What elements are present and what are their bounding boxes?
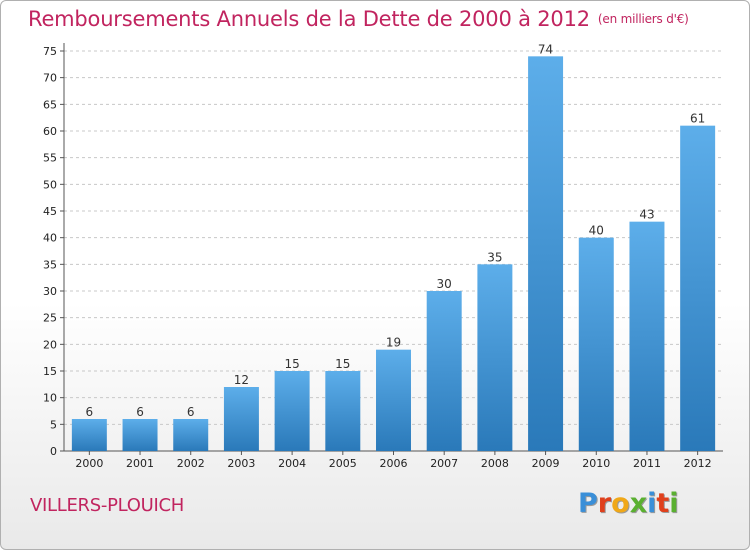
logo-letter: x — [629, 488, 648, 519]
bar-2006 — [376, 349, 411, 451]
bar-2003 — [223, 387, 259, 451]
y-tick-label: 60 — [43, 125, 57, 138]
value-label: 43 — [639, 208, 654, 222]
value-label: 61 — [690, 112, 705, 126]
value-label: 35 — [487, 250, 502, 264]
value-label: 6 — [187, 405, 195, 419]
proxiti-logo: Proxiti — [578, 488, 679, 519]
bars — [71, 56, 716, 452]
value-label: 15 — [335, 357, 350, 371]
chart-title-text: Remboursements Annuels de la Dette de 20… — [28, 7, 590, 31]
x-tick-label: 2000 — [75, 457, 103, 470]
x-tick-label: 2007 — [430, 457, 458, 470]
y-tick-label: 45 — [43, 205, 57, 218]
bar-2008 — [477, 264, 513, 451]
y-tick-label: 65 — [43, 98, 57, 111]
logo-letter: P — [578, 488, 598, 519]
bar-2010 — [578, 237, 614, 451]
x-tick-label: 2001 — [126, 457, 154, 470]
bar-2005 — [325, 371, 361, 451]
y-tick-label: 70 — [43, 72, 57, 85]
x-tick-label: 2004 — [278, 457, 306, 470]
y-tick-label: 10 — [43, 392, 57, 405]
bar-2004 — [274, 371, 310, 451]
labels: 6 2000 6 2001 6 2002 12 2003 15 2004 15 2005 19 2006 3… — [75, 42, 711, 470]
bar-2012 — [680, 125, 716, 452]
value-label: 40 — [589, 224, 604, 238]
x-tick-label: 2008 — [481, 457, 509, 470]
value-label: 12 — [234, 373, 249, 387]
y-tick-label: 30 — [43, 285, 57, 298]
bar-2001 — [122, 419, 158, 451]
x-tick-label: 2003 — [227, 457, 255, 470]
y-tick-label: 25 — [43, 312, 57, 325]
logo-letter: t — [656, 488, 670, 519]
bar-2011 — [629, 221, 665, 451]
logo-letter: r — [597, 488, 612, 519]
value-label: 30 — [437, 277, 452, 291]
grid-lines — [64, 50, 723, 425]
x-tick-label: 2009 — [532, 457, 560, 470]
value-label: 6 — [136, 405, 144, 419]
axes: 0 5 10 15 20 25 30 35 40 45 50 55 60 65 70 75 — [43, 43, 723, 458]
unit-note: (en milliers d'€) — [597, 12, 689, 26]
y-tick-label: 50 — [43, 178, 57, 191]
value-label: 19 — [386, 336, 401, 350]
value-label: 74 — [538, 42, 553, 56]
x-tick-label: 2002 — [177, 457, 205, 470]
value-label: 6 — [86, 405, 94, 419]
bar-2002 — [173, 419, 209, 451]
y-tick-label: 40 — [43, 232, 57, 245]
y-tick-label: 5 — [50, 418, 57, 431]
commune-name: VILLERS-PLOUICH — [30, 495, 184, 516]
y-tick-label: 35 — [43, 258, 57, 271]
chart-title: Remboursements Annuels de la Dette de 20… — [28, 7, 689, 31]
value-label: 15 — [284, 357, 299, 371]
x-tick-label: 2005 — [329, 457, 357, 470]
x-tick-label: 2006 — [380, 457, 408, 470]
y-tick-label: 15 — [43, 365, 57, 378]
logo-letter: i — [647, 488, 657, 519]
y-tick-label: 75 — [43, 45, 57, 58]
y-tick-label: 55 — [43, 152, 57, 165]
x-tick-label: 2012 — [684, 457, 712, 470]
y-tick-label: 0 — [50, 445, 57, 458]
logo-letter: o — [611, 488, 630, 519]
logo-letter: i — [669, 488, 679, 519]
bar-2000 — [71, 419, 107, 451]
bar-2007 — [426, 291, 462, 451]
x-tick-label: 2011 — [633, 457, 661, 470]
y-tick-label: 20 — [43, 338, 57, 351]
x-tick-label: 2010 — [582, 457, 610, 470]
bar-2009 — [528, 56, 564, 451]
